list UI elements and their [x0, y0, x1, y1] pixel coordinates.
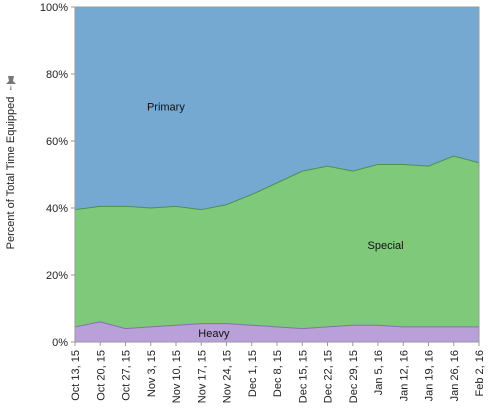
x-tick-label: Jan 19, 16: [424, 350, 436, 401]
area-primary: [75, 7, 479, 210]
y-tick-label: 40%: [46, 203, 68, 215]
y-axis: 0% 20% 40% 60% 80% 100%: [40, 2, 75, 349]
y-tick-label: 0%: [52, 337, 68, 349]
y-tick-label: 20%: [46, 270, 68, 282]
x-tick-label: Nov 24, 15: [222, 350, 234, 403]
area-special: [75, 156, 479, 329]
label-heavy: Heavy: [198, 328, 230, 340]
area-heavy: [75, 321, 479, 342]
y-tick-label: 100%: [40, 2, 68, 14]
x-tick-label: Nov 10, 15: [171, 350, 183, 403]
x-tick-label: Dec 15, 15: [297, 350, 309, 403]
x-tick-label: Oct 20, 15: [95, 350, 107, 401]
x-tick-label: Jan 12, 16: [398, 350, 410, 401]
x-tick-label: Dec 8, 15: [272, 350, 284, 397]
x-axis: Oct 13, 15 Oct 20, 15 Oct 27, 15 Nov 3, 15 N…: [70, 342, 486, 403]
x-tick-label: Jan 26, 16: [449, 350, 461, 401]
x-tick-label: Oct 13, 15: [70, 350, 82, 401]
label-special: Special: [368, 240, 404, 252]
series-labels: Heavy Special Primary: [147, 102, 404, 340]
x-tick-label: Nov 17, 15: [196, 350, 208, 403]
x-tick-label: Oct 27, 15: [121, 350, 133, 401]
area-layer: [74, 7, 480, 342]
boundary-heavy: [74, 321, 479, 330]
x-tick-label: Dec 29, 15: [348, 350, 360, 403]
x-tick-label: Jan 5, 16: [373, 350, 385, 395]
y-axis-title: Percent of Total Time Equipped: [5, 97, 17, 250]
y-tick-label: 80%: [46, 69, 68, 81]
x-tick-label: Nov 3, 15: [146, 350, 158, 397]
label-primary: Primary: [147, 102, 185, 114]
y-tick-label: 60%: [46, 136, 68, 148]
boundary-special: [74, 155, 480, 211]
pin-icon[interactable]: [6, 76, 16, 90]
x-tick-label: Dec 1, 15: [247, 350, 259, 397]
x-tick-label: Dec 22, 15: [323, 350, 335, 403]
x-tick-label: Feb 2, 16: [474, 350, 486, 396]
